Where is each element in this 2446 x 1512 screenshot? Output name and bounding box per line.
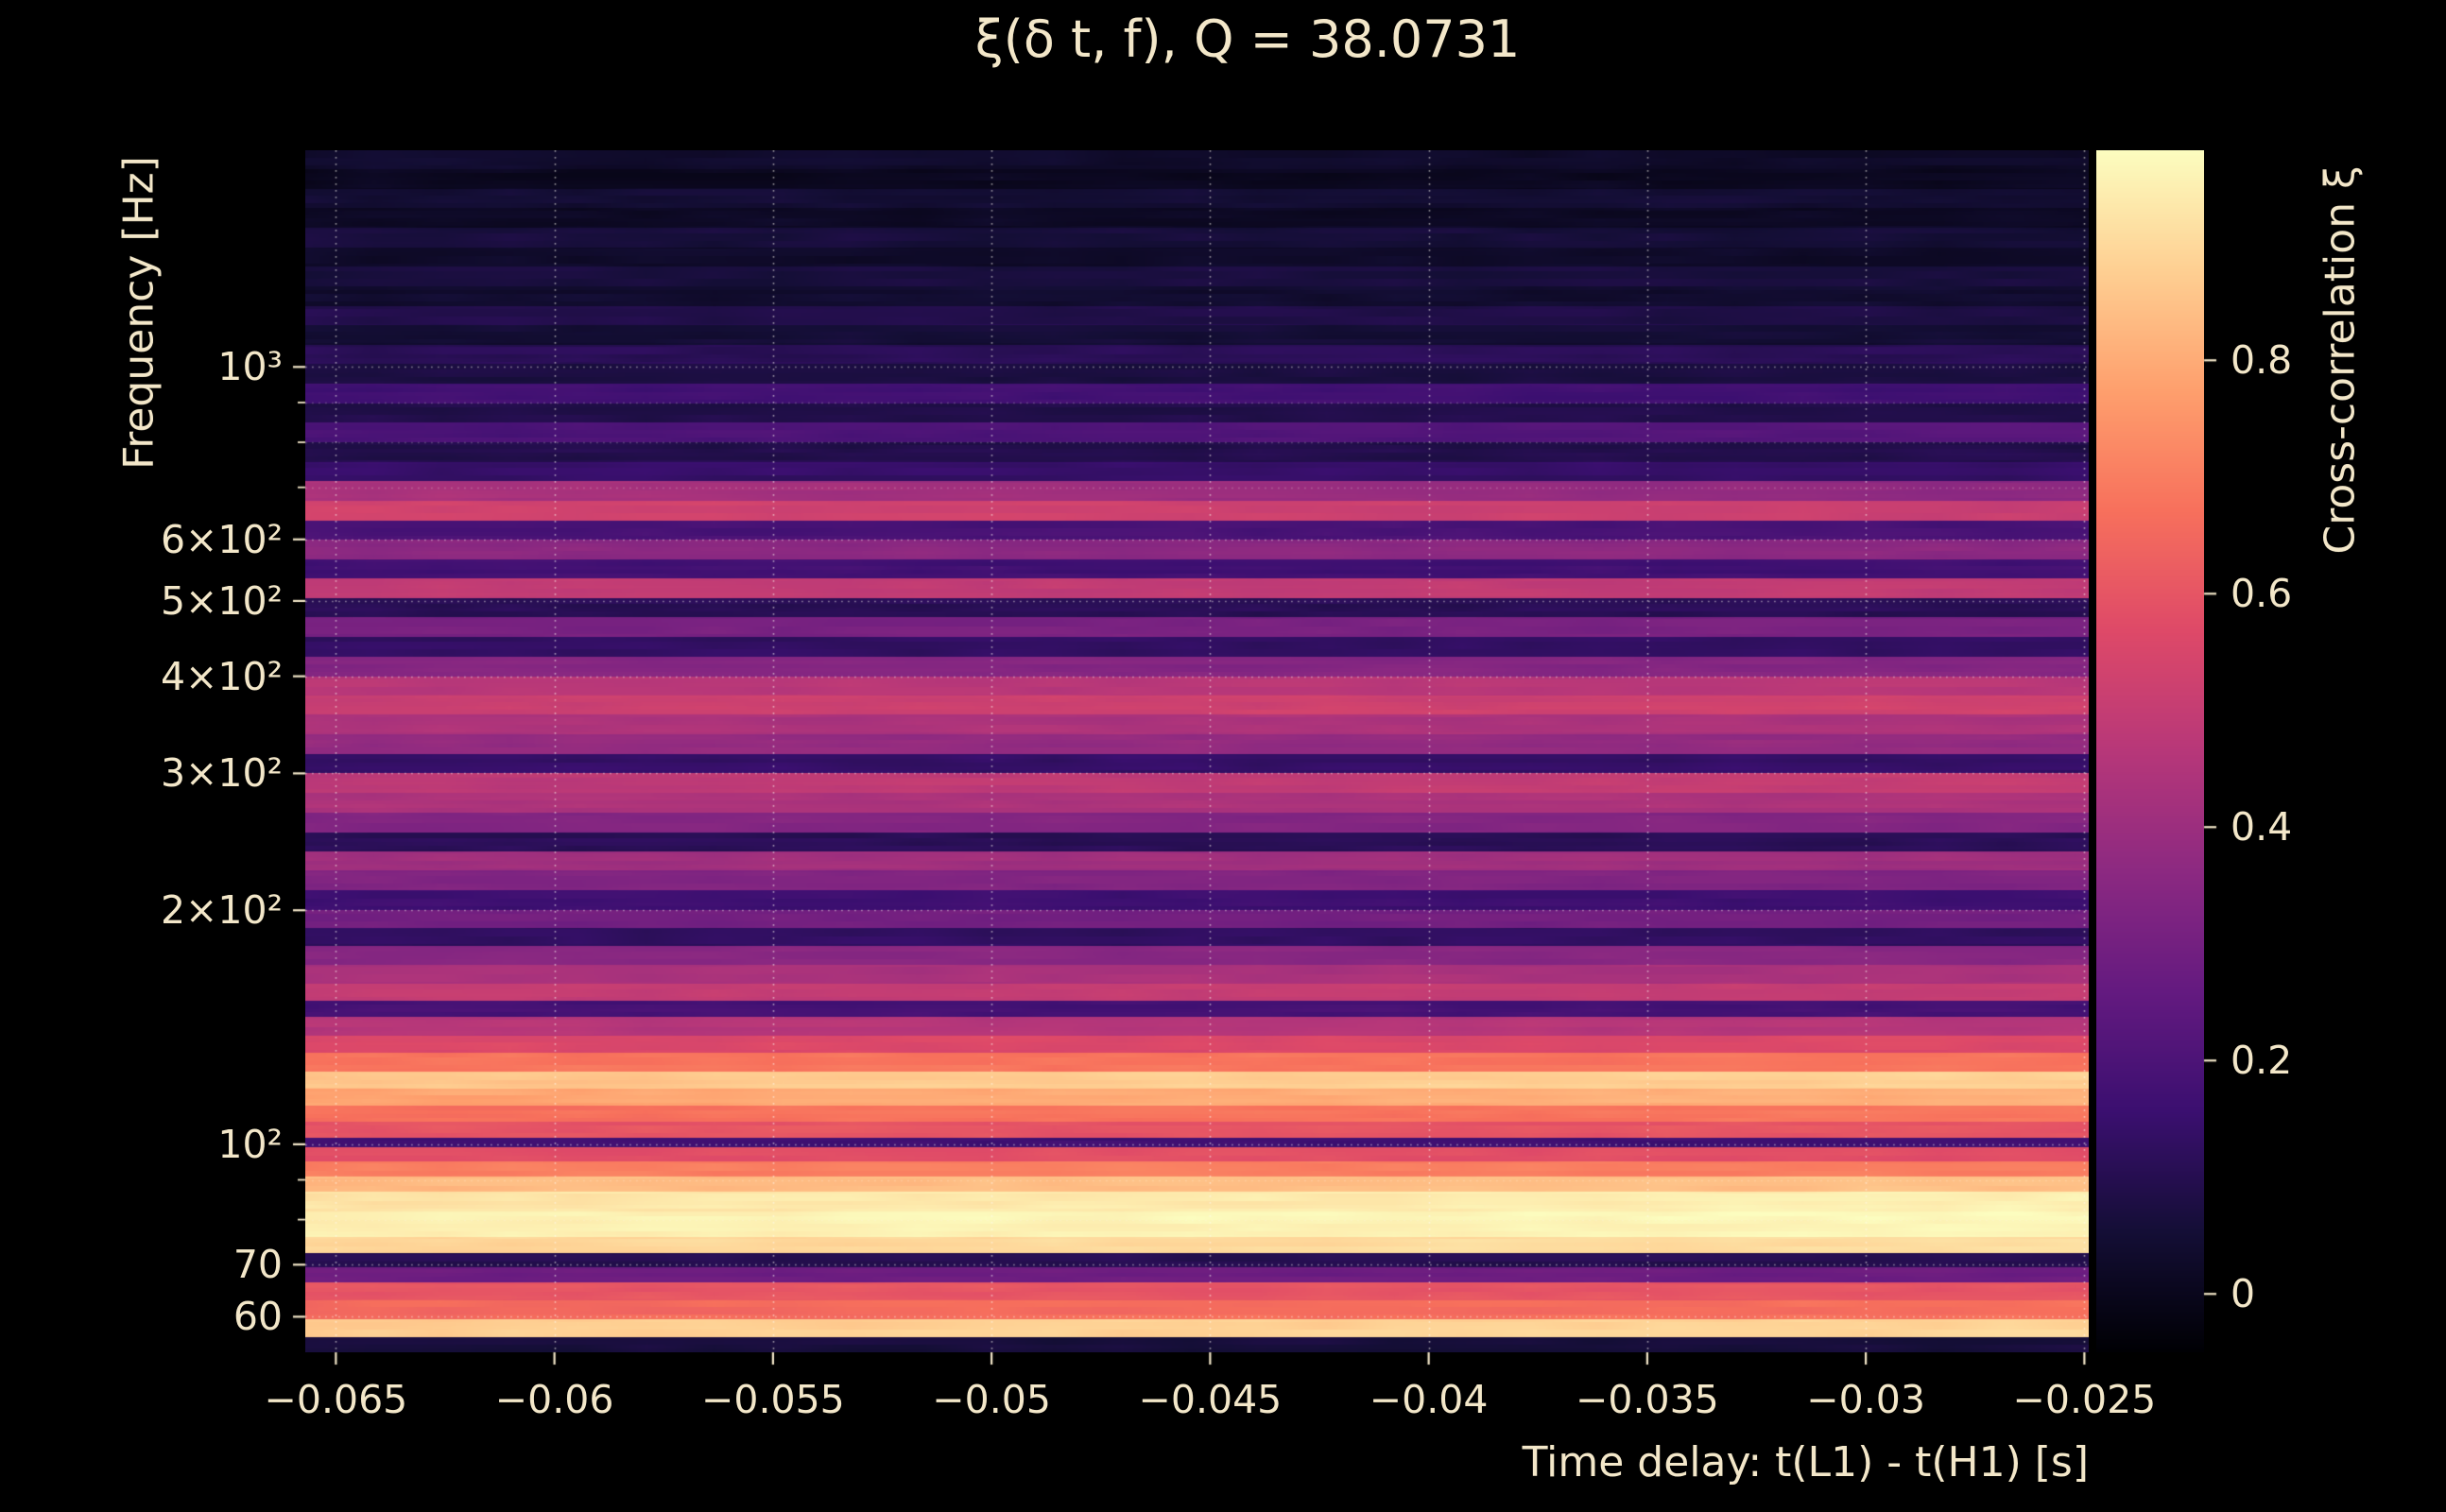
x-tick-label: −0.03 xyxy=(1806,1377,1925,1422)
x-axis-label: Time delay: t(L1) - t(H1) [s] xyxy=(1522,1438,2089,1486)
x-tick-label: −0.055 xyxy=(701,1377,845,1422)
colorbar-label: Cross-correlation ξ xyxy=(2316,165,2365,555)
x-tick-label: −0.06 xyxy=(494,1377,614,1422)
x-tick-label: −0.045 xyxy=(1138,1377,1283,1422)
y-tick-label: 5×10² xyxy=(160,577,283,624)
x-tick-label: −0.065 xyxy=(264,1377,408,1422)
x-tick-label: −0.035 xyxy=(1576,1377,1719,1422)
colorbar-tick-label: 0.6 xyxy=(2231,571,2293,617)
colorbar-tick-label: 0.8 xyxy=(2231,337,2293,384)
y-axis-label: Frequency [Hz] xyxy=(114,156,164,470)
colorbar-tick-label: 0.4 xyxy=(2231,804,2293,850)
y-tick-label: 10² xyxy=(217,1121,283,1167)
y-tick-label: 70 xyxy=(233,1242,283,1288)
colorbar-tick-label: 0.2 xyxy=(2231,1038,2293,1084)
x-tick-label: −0.05 xyxy=(932,1377,1051,1422)
x-tick-label: −0.025 xyxy=(2012,1377,2157,1422)
y-tick-label: 10³ xyxy=(217,344,283,390)
y-tick-label: 2×10² xyxy=(160,887,283,934)
x-tick-label: −0.04 xyxy=(1369,1377,1489,1422)
y-tick-label: 6×10² xyxy=(160,516,283,562)
colorbar-tick-label: 0 xyxy=(2231,1271,2256,1317)
y-tick-label: 60 xyxy=(233,1294,283,1340)
y-tick-label: 3×10² xyxy=(160,750,283,797)
y-tick-label: 4×10² xyxy=(160,653,283,699)
chart-title: ξ(δ t, f), Q = 38.0731 xyxy=(974,9,1521,69)
